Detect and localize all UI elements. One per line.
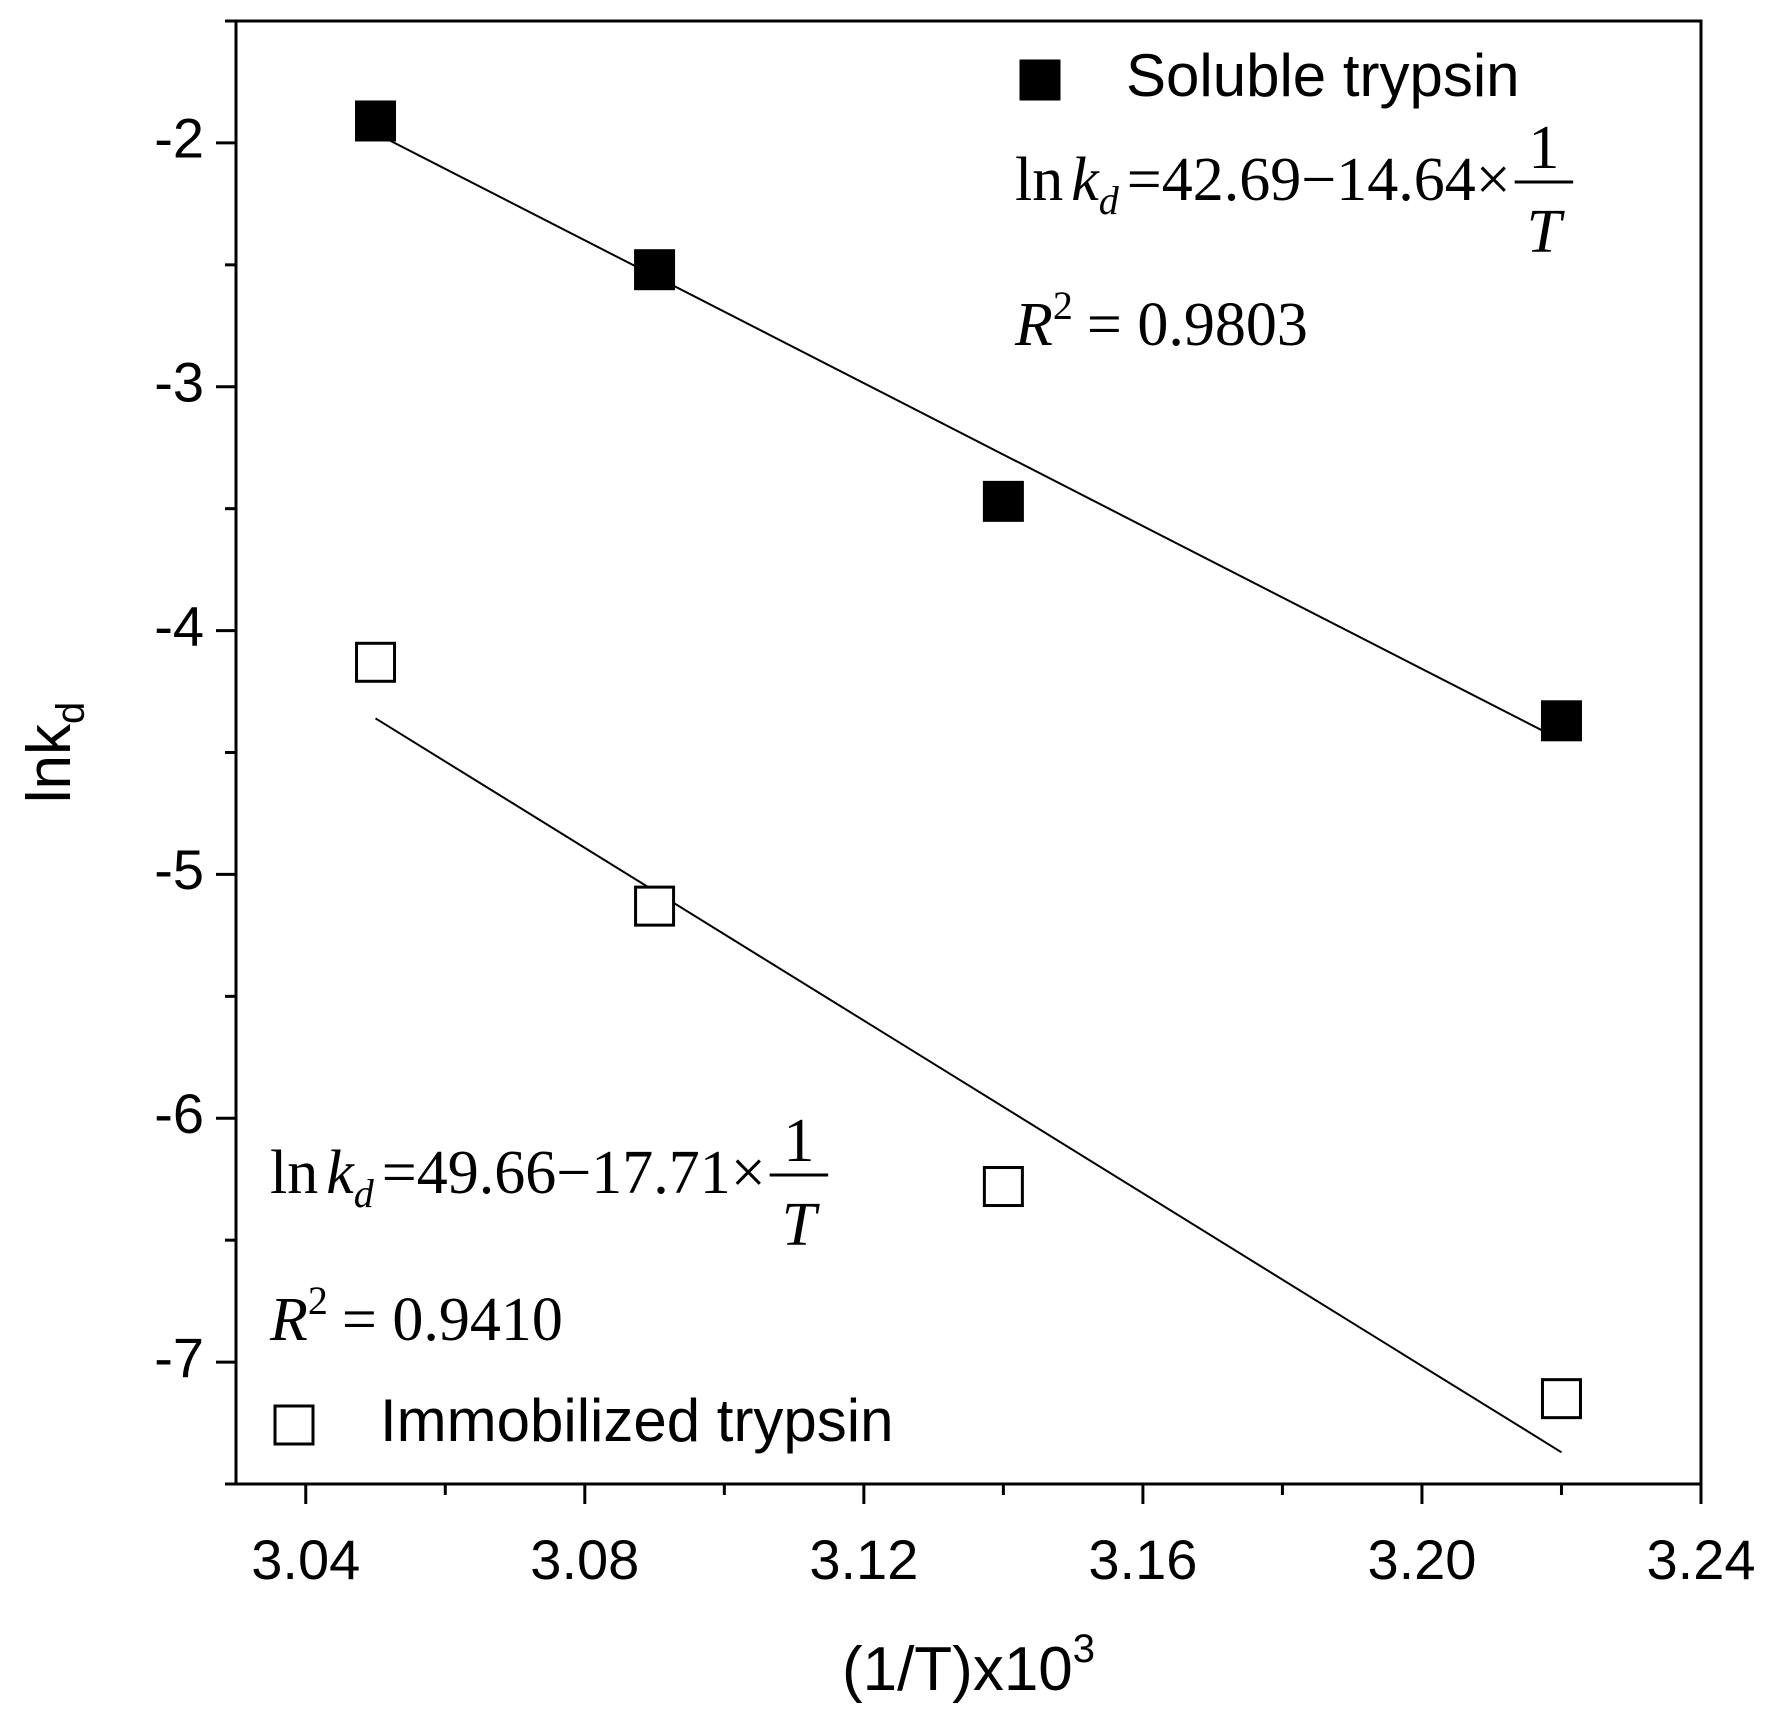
r2-sup: 2 (1053, 283, 1073, 328)
x-axis-label-sup: 3 (1073, 1627, 1095, 1671)
x-axis-label: (1/T)x103 (842, 1627, 1095, 1704)
legend-marker (273, 1404, 315, 1446)
equation-numerator: 1 (1528, 114, 1559, 182)
y-axis-label-sub: d (49, 702, 93, 724)
x-axis-label-text: (1/T)x10 (842, 1635, 1073, 1704)
equation-fn: ln (270, 1139, 318, 1207)
data-point (355, 641, 397, 683)
r2-rhs: = 0.9410 (342, 1286, 563, 1354)
x-tick-label: 3.24 (1647, 1528, 1756, 1591)
equation-numerator: 1 (783, 1107, 814, 1175)
equation-rhs: =49.66−17.71× (382, 1139, 766, 1207)
y-tick-label: -6 (154, 1082, 204, 1145)
equation-denominator: T (1527, 198, 1566, 266)
y-tick-label: -3 (154, 351, 204, 414)
data-point (982, 1166, 1024, 1208)
data-point (634, 885, 676, 927)
equation-var: k (326, 1139, 355, 1207)
equation-var: k (1071, 146, 1100, 214)
legend-label: Immobilized trypsin (380, 1387, 894, 1454)
data-point (634, 249, 676, 291)
equation-sub: d (1099, 178, 1120, 223)
x-tick-label: 3.20 (1367, 1528, 1476, 1591)
r2-var: R (269, 1286, 308, 1354)
data-point (982, 480, 1024, 522)
y-axis-label: lnkd (15, 702, 93, 804)
r2-rhs: = 0.9803 (1087, 291, 1308, 359)
y-tick-label: -5 (154, 838, 204, 901)
y-tick-label: -2 (154, 107, 204, 170)
data-point (1540, 700, 1582, 742)
data-point (355, 100, 397, 142)
legend-marker (1019, 59, 1061, 101)
r2-sup: 2 (308, 1278, 328, 1323)
r2-var: R (1014, 291, 1053, 359)
x-tick-label: 3.08 (530, 1528, 639, 1591)
equation-denominator: T (782, 1191, 821, 1259)
fit-line (375, 132, 1562, 742)
x-tick-label: 3.12 (809, 1528, 918, 1591)
x-tick-label: 3.16 (1088, 1528, 1197, 1591)
x-tick-label: 3.04 (251, 1528, 360, 1591)
y-tick-label: -4 (154, 594, 204, 657)
equation-fn: ln (1015, 146, 1063, 214)
legend-label: Soluble trypsin (1126, 42, 1520, 109)
y-axis-label-text: lnk (15, 723, 84, 803)
data-point (1540, 1378, 1582, 1420)
equation-rhs: =42.69−14.64× (1127, 146, 1511, 214)
fit-line (374, 717, 1563, 1454)
equation-sub: d (354, 1171, 375, 1216)
y-tick-label: -7 (154, 1326, 204, 1389)
